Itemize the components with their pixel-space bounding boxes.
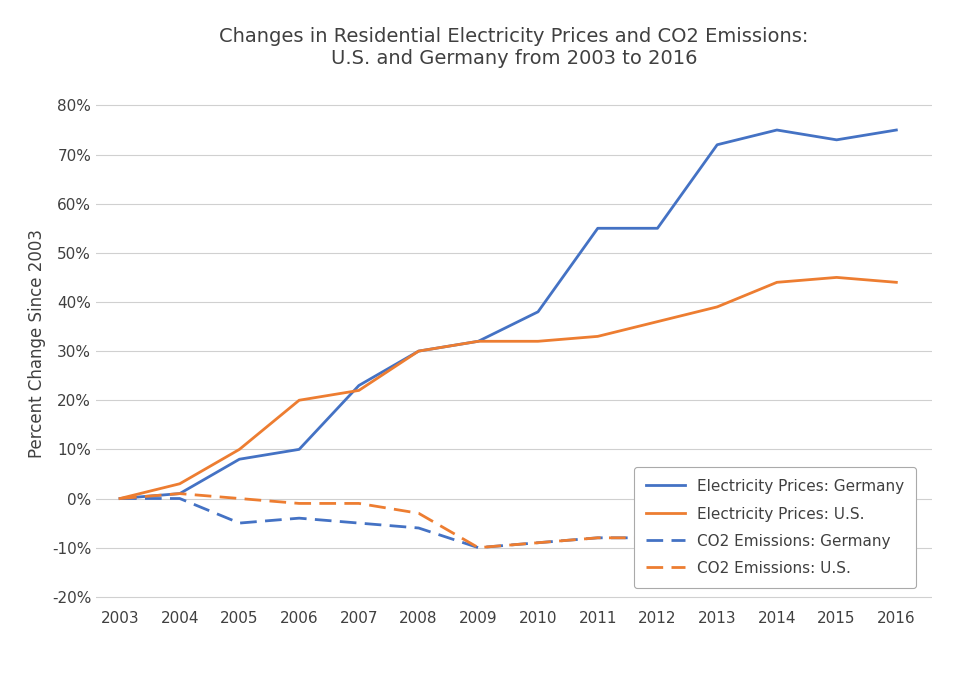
Electricity Prices: Germany: (2.01e+03, 0.1): Germany: (2.01e+03, 0.1)	[293, 446, 305, 454]
CO2 Emissions: U.S.: (2.01e+03, -0.01): U.S.: (2.01e+03, -0.01)	[353, 499, 364, 508]
CO2 Emissions: Germany: (2.01e+03, -0.08): Germany: (2.01e+03, -0.08)	[592, 534, 604, 542]
Electricity Prices: U.S.: (2.01e+03, 0.32): U.S.: (2.01e+03, 0.32)	[473, 337, 484, 345]
Electricity Prices: Germany: (2.01e+03, 0.55): Germany: (2.01e+03, 0.55)	[652, 224, 663, 233]
Electricity Prices: U.S.: (2e+03, 0.1): U.S.: (2e+03, 0.1)	[234, 446, 245, 454]
Electricity Prices: U.S.: (2.01e+03, 0.39): U.S.: (2.01e+03, 0.39)	[711, 303, 723, 311]
Electricity Prices: U.S.: (2e+03, 0.03): U.S.: (2e+03, 0.03)	[174, 480, 185, 488]
CO2 Emissions: Germany: (2.01e+03, -0.1): Germany: (2.01e+03, -0.1)	[473, 544, 484, 552]
Electricity Prices: Germany: (2.02e+03, 0.75): Germany: (2.02e+03, 0.75)	[891, 126, 902, 134]
Electricity Prices: Germany: (2.01e+03, 0.55): Germany: (2.01e+03, 0.55)	[592, 224, 604, 233]
CO2 Emissions: U.S.: (2e+03, 0): U.S.: (2e+03, 0)	[114, 495, 126, 503]
Electricity Prices: Germany: (2.01e+03, 0.38): Germany: (2.01e+03, 0.38)	[532, 308, 544, 316]
CO2 Emissions: Germany: (2.01e+03, -0.06): Germany: (2.01e+03, -0.06)	[413, 524, 425, 532]
CO2 Emissions: Germany: (2.01e+03, -0.06): Germany: (2.01e+03, -0.06)	[771, 524, 782, 532]
Line: Electricity Prices: Germany: Electricity Prices: Germany	[120, 130, 897, 499]
CO2 Emissions: Germany: (2.01e+03, -0.07): Germany: (2.01e+03, -0.07)	[711, 529, 723, 537]
CO2 Emissions: U.S.: (2.01e+03, -0.11): U.S.: (2.01e+03, -0.11)	[771, 549, 782, 557]
CO2 Emissions: U.S.: (2.01e+03, -0.08): U.S.: (2.01e+03, -0.08)	[652, 534, 663, 542]
Line: CO2 Emissions: Germany: CO2 Emissions: Germany	[120, 499, 897, 548]
CO2 Emissions: U.S.: (2.02e+03, -0.12): U.S.: (2.02e+03, -0.12)	[831, 553, 843, 561]
CO2 Emissions: U.S.: (2.02e+03, -0.13): U.S.: (2.02e+03, -0.13)	[891, 558, 902, 566]
Electricity Prices: Germany: (2e+03, 0.08): Germany: (2e+03, 0.08)	[234, 455, 245, 463]
Electricity Prices: U.S.: (2.02e+03, 0.45): U.S.: (2.02e+03, 0.45)	[831, 274, 843, 282]
CO2 Emissions: U.S.: (2e+03, 0): U.S.: (2e+03, 0)	[234, 495, 245, 503]
CO2 Emissions: Germany: (2.02e+03, -0.09): Germany: (2.02e+03, -0.09)	[831, 539, 843, 547]
CO2 Emissions: Germany: (2.01e+03, -0.08): Germany: (2.01e+03, -0.08)	[652, 534, 663, 542]
CO2 Emissions: Germany: (2e+03, 0): Germany: (2e+03, 0)	[114, 495, 126, 503]
CO2 Emissions: Germany: (2.02e+03, -0.09): Germany: (2.02e+03, -0.09)	[891, 539, 902, 547]
Electricity Prices: Germany: (2.01e+03, 0.75): Germany: (2.01e+03, 0.75)	[771, 126, 782, 134]
Electricity Prices: U.S.: (2.01e+03, 0.33): U.S.: (2.01e+03, 0.33)	[592, 332, 604, 340]
CO2 Emissions: Germany: (2.01e+03, -0.04): Germany: (2.01e+03, -0.04)	[293, 514, 305, 522]
CO2 Emissions: Germany: (2.01e+03, -0.09): Germany: (2.01e+03, -0.09)	[532, 539, 544, 547]
CO2 Emissions: Germany: (2.01e+03, -0.05): Germany: (2.01e+03, -0.05)	[353, 519, 364, 527]
Electricity Prices: U.S.: (2.01e+03, 0.22): U.S.: (2.01e+03, 0.22)	[353, 386, 364, 394]
Electricity Prices: Germany: (2.01e+03, 0.3): Germany: (2.01e+03, 0.3)	[413, 347, 425, 355]
Line: Electricity Prices: U.S.: Electricity Prices: U.S.	[120, 278, 897, 499]
CO2 Emissions: U.S.: (2e+03, 0.01): U.S.: (2e+03, 0.01)	[174, 489, 185, 497]
CO2 Emissions: Germany: (2e+03, -0.05): Germany: (2e+03, -0.05)	[234, 519, 245, 527]
Electricity Prices: Germany: (2.02e+03, 0.73): Germany: (2.02e+03, 0.73)	[831, 135, 843, 144]
CO2 Emissions: Germany: (2e+03, 0): Germany: (2e+03, 0)	[174, 495, 185, 503]
Title: Changes in Residential Electricity Prices and CO2 Emissions:
U.S. and Germany fr: Changes in Residential Electricity Price…	[219, 27, 809, 68]
Legend: Electricity Prices: Germany, Electricity Prices: U.S., CO2 Emissions: Germany, C: Electricity Prices: Germany, Electricity…	[634, 467, 916, 588]
Electricity Prices: U.S.: (2.01e+03, 0.2): U.S.: (2.01e+03, 0.2)	[293, 396, 305, 404]
Electricity Prices: Germany: (2e+03, 0.01): Germany: (2e+03, 0.01)	[174, 489, 185, 497]
Electricity Prices: Germany: (2.01e+03, 0.72): Germany: (2.01e+03, 0.72)	[711, 141, 723, 149]
Electricity Prices: Germany: (2.01e+03, 0.23): Germany: (2.01e+03, 0.23)	[353, 381, 364, 390]
Electricity Prices: U.S.: (2.01e+03, 0.3): U.S.: (2.01e+03, 0.3)	[413, 347, 425, 355]
Electricity Prices: U.S.: (2.01e+03, 0.32): U.S.: (2.01e+03, 0.32)	[532, 337, 544, 345]
Electricity Prices: U.S.: (2.02e+03, 0.44): U.S.: (2.02e+03, 0.44)	[891, 278, 902, 286]
CO2 Emissions: U.S.: (2.01e+03, -0.01): U.S.: (2.01e+03, -0.01)	[293, 499, 305, 508]
Electricity Prices: U.S.: (2.01e+03, 0.44): U.S.: (2.01e+03, 0.44)	[771, 278, 782, 286]
Electricity Prices: U.S.: (2e+03, 0): U.S.: (2e+03, 0)	[114, 495, 126, 503]
Y-axis label: Percent Change Since 2003: Percent Change Since 2003	[28, 229, 46, 458]
Electricity Prices: Germany: (2.01e+03, 0.32): Germany: (2.01e+03, 0.32)	[473, 337, 484, 345]
Electricity Prices: U.S.: (2.01e+03, 0.36): U.S.: (2.01e+03, 0.36)	[652, 317, 663, 326]
CO2 Emissions: U.S.: (2.01e+03, -0.03): U.S.: (2.01e+03, -0.03)	[413, 509, 425, 517]
CO2 Emissions: U.S.: (2.01e+03, -0.1): U.S.: (2.01e+03, -0.1)	[473, 544, 484, 552]
Line: CO2 Emissions: U.S.: CO2 Emissions: U.S.	[120, 493, 897, 562]
Electricity Prices: Germany: (2e+03, 0): Germany: (2e+03, 0)	[114, 495, 126, 503]
CO2 Emissions: U.S.: (2.01e+03, -0.08): U.S.: (2.01e+03, -0.08)	[592, 534, 604, 542]
CO2 Emissions: U.S.: (2.01e+03, -0.09): U.S.: (2.01e+03, -0.09)	[532, 539, 544, 547]
CO2 Emissions: U.S.: (2.01e+03, -0.11): U.S.: (2.01e+03, -0.11)	[711, 549, 723, 557]
